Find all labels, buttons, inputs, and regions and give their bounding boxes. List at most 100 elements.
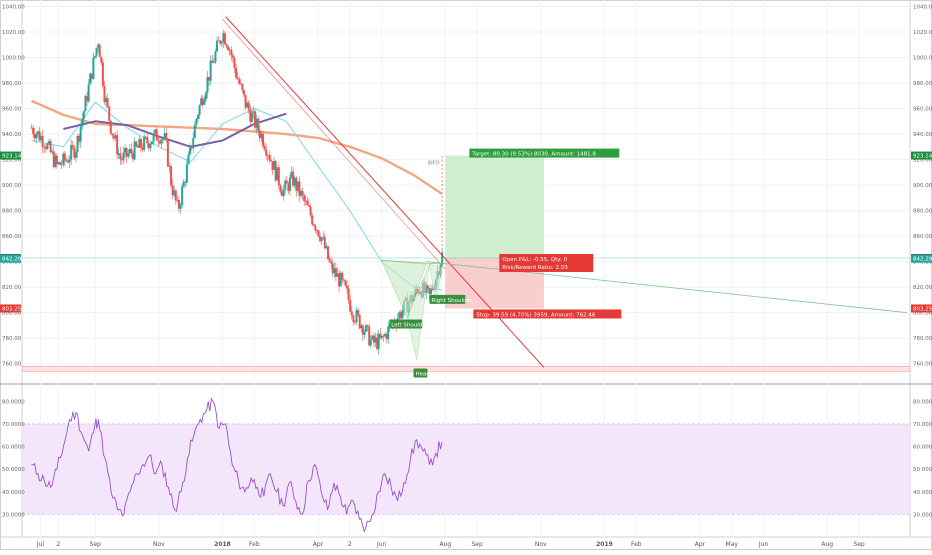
price-badge-left-bg (0, 304, 21, 313)
candle-body (230, 49, 233, 56)
time-tick-label: Sep (90, 541, 102, 548)
candle-body (90, 73, 93, 79)
rsi-tick-label-right: 60.0000 (913, 445, 932, 451)
candle-body (35, 134, 38, 139)
candle-body (254, 111, 257, 128)
stop-label: Stop: 39.59 (4.70%) 3959, Amount: 762.46 (476, 312, 596, 318)
candle-body (198, 105, 201, 116)
candle-body (108, 106, 111, 121)
candle-body (336, 273, 339, 277)
price-tick-label-right: 780.00 (913, 336, 932, 342)
right-shoulder-label: Right Shoulder (431, 298, 472, 304)
candle-body (87, 84, 90, 102)
candle-body (269, 159, 272, 162)
time-tick-label: Jun (376, 541, 387, 548)
candle-body (372, 335, 375, 343)
candle-body (95, 47, 98, 56)
candle-body (430, 288, 433, 295)
candle-body (426, 285, 429, 289)
candle-body (201, 98, 204, 105)
candle-body (49, 141, 52, 153)
candle-body (208, 76, 211, 81)
candle-body (325, 246, 328, 249)
candle-body (358, 314, 361, 329)
open-pl-label: Open P&L: -0.55, Qty: 0 (502, 257, 567, 263)
candle-body (249, 110, 252, 122)
candle-body (33, 133, 36, 139)
candle-body (179, 205, 182, 209)
candle-body (273, 161, 276, 171)
candle-body (78, 135, 81, 142)
candle-body (263, 145, 266, 150)
candle-body (322, 236, 325, 238)
price-tick-label-right: 860.00 (913, 234, 932, 240)
candle-body (76, 135, 79, 153)
left-shoulder-shape (381, 259, 427, 319)
candle-body (182, 181, 185, 187)
candle-body (360, 325, 363, 329)
candle-body (292, 171, 295, 186)
candle-body (93, 55, 96, 58)
candle-body (342, 279, 345, 281)
candle-body (306, 200, 309, 206)
price-tick-label-left: 920.00 (2, 158, 22, 164)
price-tick-label-left: 940.00 (2, 132, 22, 138)
support-zone (21, 365, 911, 372)
rsi-band (22, 423, 910, 515)
candle-body (301, 191, 304, 196)
candle-body (266, 155, 269, 157)
candle-body (154, 129, 157, 134)
candle-body (51, 151, 54, 153)
head-shape (406, 264, 430, 360)
candle-body (63, 153, 66, 161)
rsi-tick-label-left: 70.0000 (2, 422, 25, 428)
price-tick-label-left: 860.00 (2, 234, 22, 240)
downtrend-line-2 (222, 19, 446, 270)
candles-group (30, 29, 444, 356)
time-tick-label: May (726, 541, 739, 548)
rsi-tick-label-left: 80.0000 (2, 399, 25, 405)
time-tick-label: 2018 (214, 541, 231, 548)
candle-body (174, 190, 177, 201)
candle-body (155, 129, 158, 141)
candle-body (68, 159, 71, 163)
candle-body (116, 135, 119, 155)
candle-body (143, 136, 146, 150)
candle-body (399, 312, 402, 319)
price-tick-label-left: 1040.00 (2, 5, 25, 11)
candle-body (387, 326, 390, 340)
candle-body (339, 272, 342, 287)
candle-body (365, 325, 368, 332)
candle-body (268, 155, 271, 160)
candle-body (293, 177, 296, 186)
price-tick-label-right: 920.00 (913, 158, 932, 164)
candle-body (111, 133, 114, 136)
candle-body (128, 148, 131, 154)
time-tick-label: Sep (471, 541, 483, 548)
target-label-bg (469, 148, 620, 158)
candle-body (79, 126, 82, 142)
candle-body (127, 153, 130, 157)
candle-body (200, 98, 203, 106)
candle-body (177, 200, 180, 209)
candle-body (184, 181, 187, 183)
price-tick-label-left: 1020.00 (2, 30, 25, 36)
price-tick-label-right: 900.00 (913, 183, 932, 189)
candle-body (288, 177, 291, 191)
candle-body (65, 160, 68, 162)
candle-body (46, 143, 49, 150)
price-tick-label-right: 980.00 (913, 81, 932, 87)
rsi-tick-label-right: 50.0000 (913, 467, 932, 473)
price-tick-label-right: 800.00 (913, 311, 932, 317)
candle-body (98, 44, 101, 57)
rsi-tick-label-left: 40.0000 (2, 490, 25, 496)
candle-body (40, 136, 43, 141)
candle-body (228, 49, 231, 51)
downtrend-line (225, 16, 545, 368)
candle-body (32, 127, 35, 134)
candle-body (162, 138, 165, 140)
candle-body (317, 230, 320, 237)
candle-body (144, 136, 147, 138)
candle-body (149, 144, 152, 149)
candle-body (236, 77, 239, 79)
